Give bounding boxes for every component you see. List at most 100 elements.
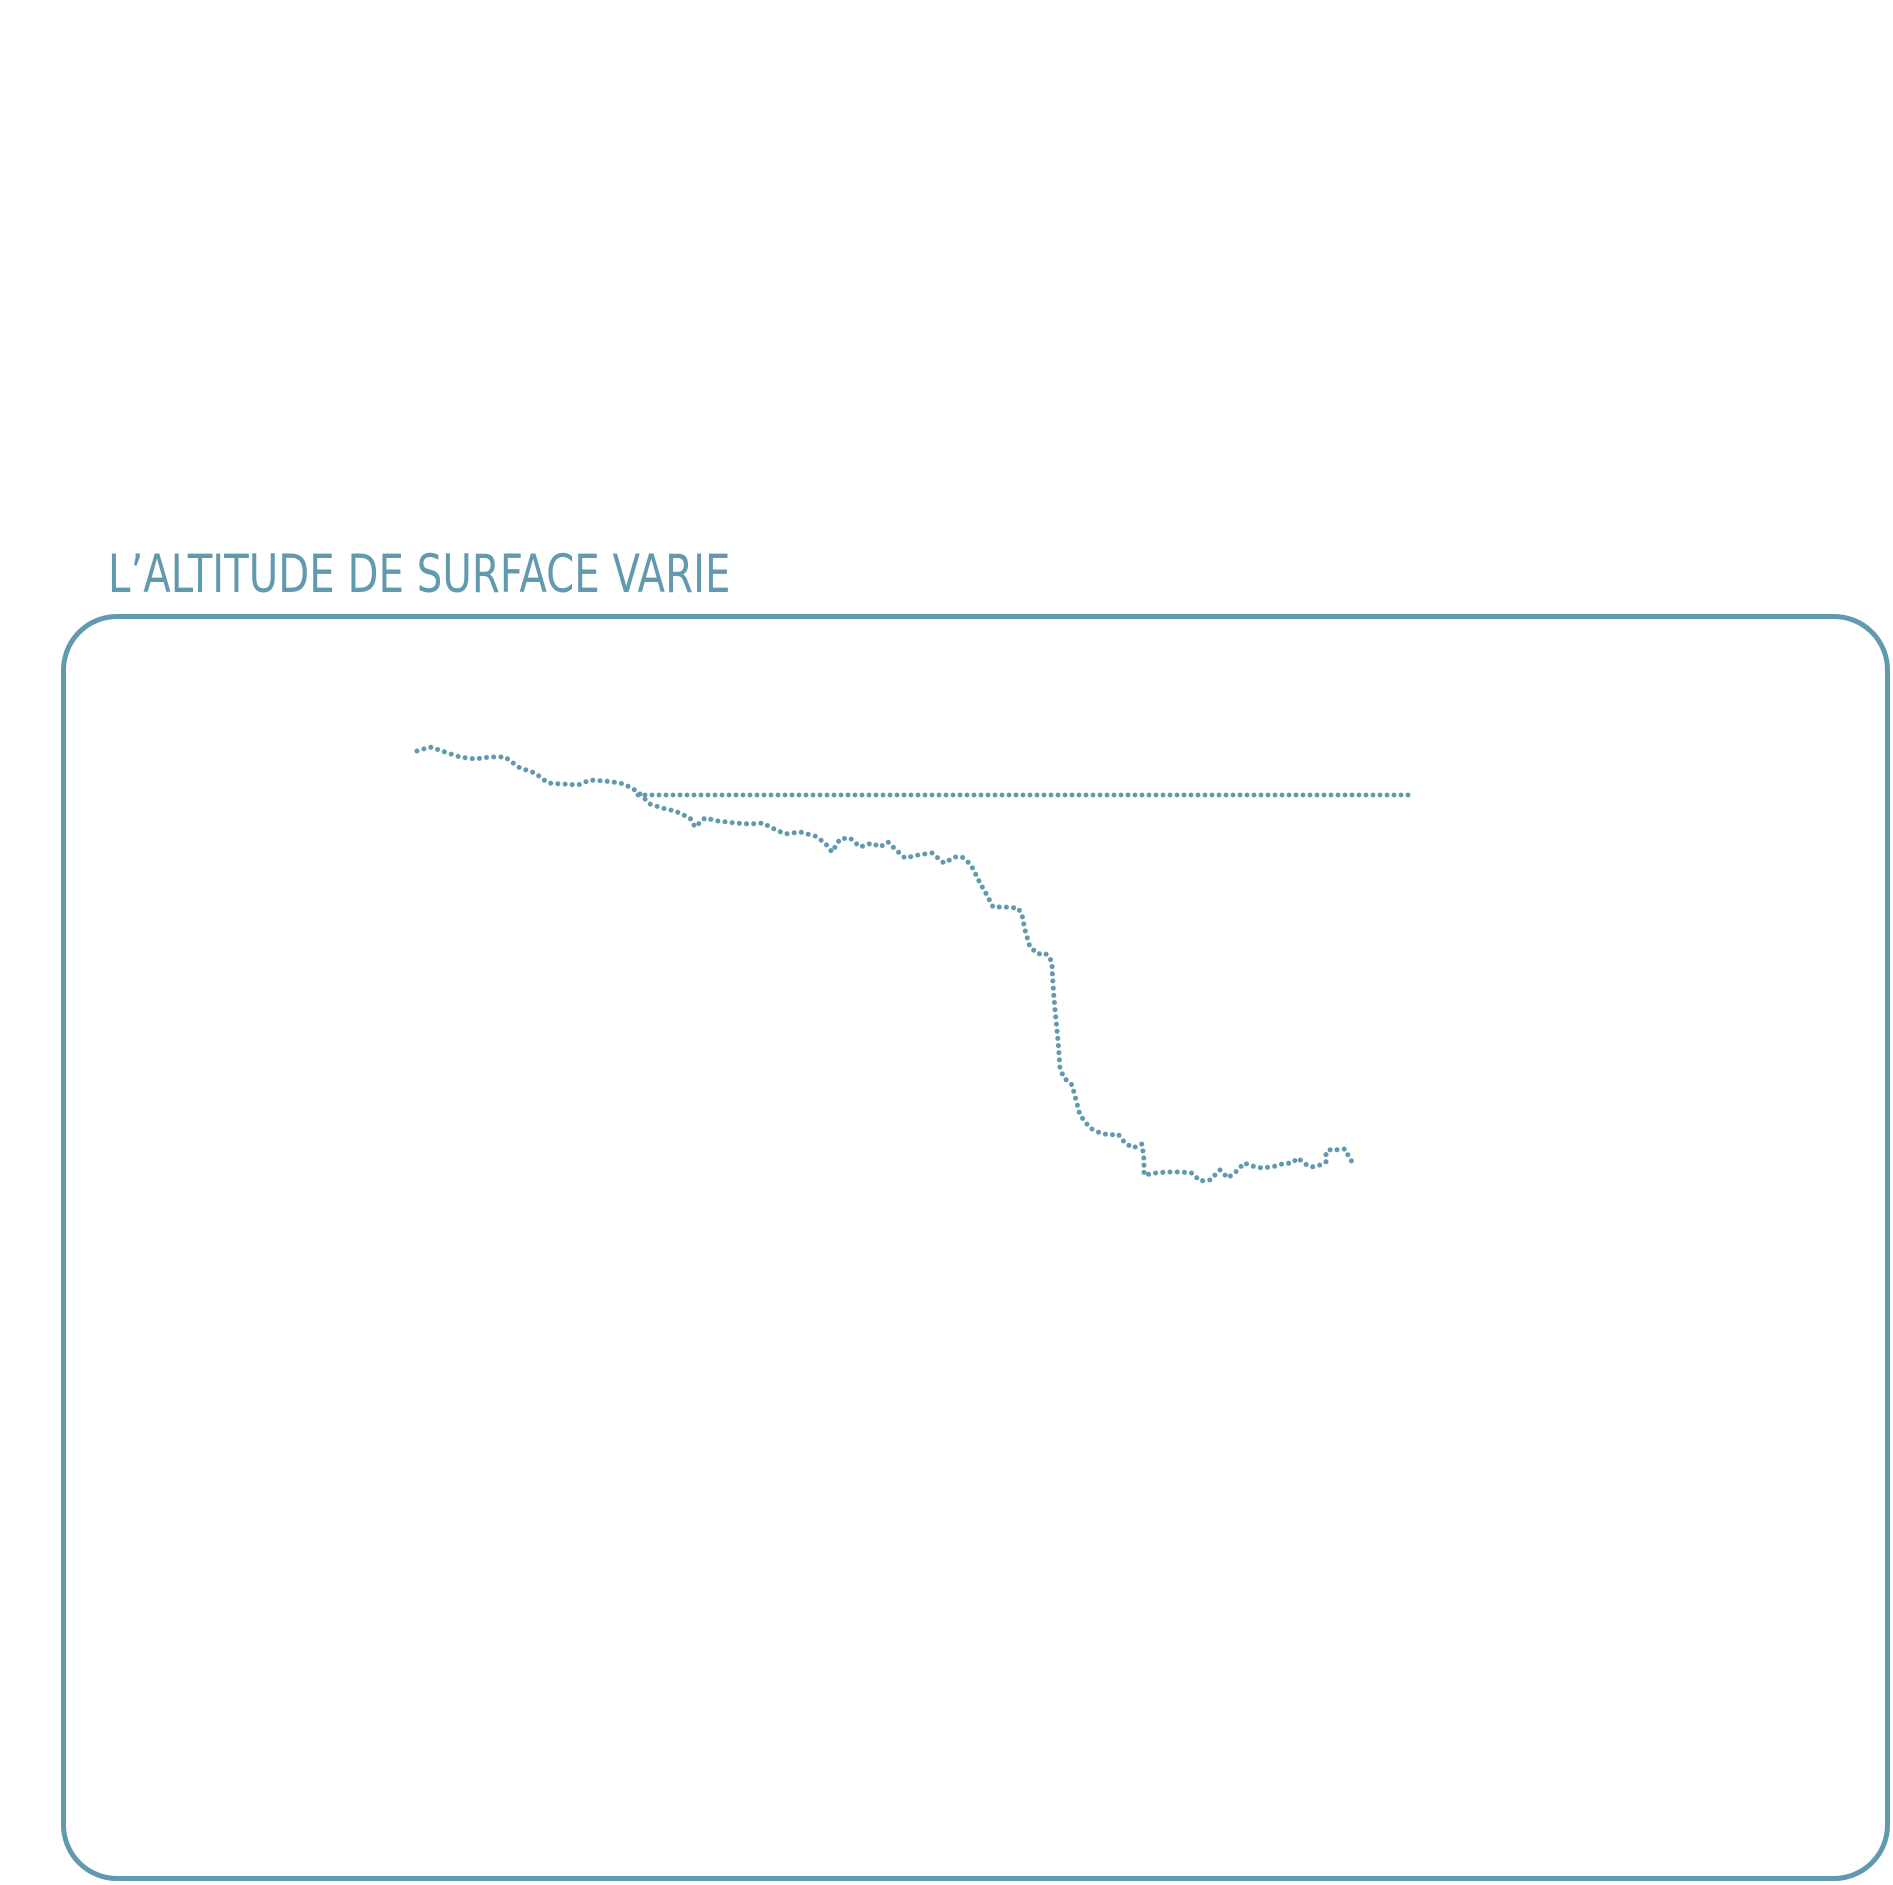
profile-dot: [696, 821, 702, 827]
profile-dot: [744, 821, 749, 827]
profile-dot: [536, 773, 542, 779]
profile-dot: [896, 849, 902, 855]
profile-dot: [1327, 1147, 1333, 1153]
reference-dot: [782, 792, 788, 798]
profile-dot: [1200, 1178, 1206, 1184]
profile-dot: [1222, 1172, 1228, 1178]
profile-dot: [1207, 1177, 1213, 1183]
reference-dot: [1146, 792, 1152, 798]
reference-dot: [754, 792, 760, 798]
profile-dot: [715, 818, 721, 824]
profile-dot: [1055, 1043, 1061, 1049]
profile-dot: [1022, 928, 1028, 934]
profile-dot: [498, 754, 504, 760]
profile-dot: [1189, 1170, 1194, 1176]
profile-dot: [960, 855, 966, 860]
reference-dot: [719, 792, 725, 798]
profile-dot: [818, 837, 824, 843]
profile-dot: [625, 783, 631, 789]
surface-altitude-profile: [414, 744, 1354, 1184]
reference-dot: [1153, 792, 1159, 798]
profile-dot: [953, 854, 959, 860]
profile-dot: [860, 843, 865, 849]
profile-dot: [1076, 1109, 1082, 1115]
profile-dot: [791, 830, 797, 836]
profile-dot: [1141, 1162, 1147, 1168]
profile-dot: [1174, 1169, 1180, 1175]
profile-dot: [1031, 947, 1037, 953]
profile-dot: [885, 839, 891, 845]
profile-dot: [441, 749, 447, 755]
profile-dot: [1024, 935, 1030, 941]
reference-level-line: [635, 792, 1411, 798]
profile-dot: [1146, 1171, 1151, 1177]
reference-dot: [677, 792, 683, 798]
profile-dot: [946, 857, 952, 863]
profile-dot: [1043, 951, 1049, 957]
reference-dot: [873, 792, 879, 798]
reference-dot: [1160, 792, 1166, 798]
profile-dot: [484, 755, 489, 760]
profile-dot: [729, 820, 735, 826]
profile-dot: [983, 890, 989, 896]
profile-dot: [505, 756, 510, 762]
reference-dot: [1258, 792, 1264, 798]
profile-dot: [516, 764, 522, 770]
profile-dot: [1080, 1115, 1086, 1121]
profile-dot: [476, 755, 482, 761]
reference-dot: [929, 792, 935, 798]
reference-dot: [1041, 792, 1047, 798]
profile-dot: [1016, 907, 1022, 913]
profile-dot: [654, 803, 660, 809]
reference-dot: [740, 792, 746, 798]
reference-dot: [1167, 792, 1173, 798]
profile-dot: [929, 850, 935, 856]
profile-dot: [604, 778, 610, 784]
reference-dot: [1349, 792, 1355, 798]
reference-dot: [1216, 792, 1222, 798]
reference-dot: [1027, 792, 1033, 798]
reference-dot: [845, 792, 851, 798]
reference-dot: [1244, 792, 1250, 798]
profile-dot: [435, 747, 441, 752]
profile-dot: [842, 836, 847, 841]
profile-dot: [1279, 1161, 1284, 1167]
profile-dot: [965, 859, 971, 865]
reference-dot: [950, 792, 956, 798]
reference-dot: [1335, 792, 1341, 798]
reference-dot: [1202, 792, 1208, 798]
profile-dot: [428, 744, 434, 750]
reference-dot: [803, 792, 809, 798]
reference-dot: [768, 792, 774, 798]
profile-dot: [1084, 1121, 1090, 1127]
profile-dot: [1057, 1064, 1063, 1070]
profile-dot: [455, 753, 461, 759]
reference-dot: [1132, 792, 1138, 798]
profile-dot: [1074, 1102, 1080, 1108]
profile-dot: [1056, 1050, 1062, 1056]
profile-dot: [576, 782, 582, 787]
profile-dot: [1102, 1131, 1108, 1137]
profile-dot: [1132, 1144, 1138, 1150]
profile-dot: [1053, 1014, 1059, 1020]
profile-dot: [491, 754, 497, 760]
profile-dot: [1003, 904, 1009, 910]
reference-dot: [670, 792, 676, 798]
reference-dot: [1118, 792, 1124, 798]
profile-dot: [590, 777, 596, 783]
profile-dot: [1089, 1126, 1095, 1132]
profile-dot: [462, 755, 468, 761]
profile-dot: [1265, 1164, 1270, 1170]
reference-dot: [663, 792, 669, 798]
reference-dot: [1300, 792, 1306, 798]
profile-dot: [688, 816, 693, 822]
profile-dot: [798, 829, 804, 835]
profile-dot: [736, 820, 742, 826]
reference-dot: [1272, 792, 1278, 798]
profile-dot: [777, 829, 783, 835]
diagram-title: L’ALTITUDE DE SURFACE VARIE: [108, 544, 731, 605]
profile-dot: [771, 826, 777, 832]
reference-dot: [936, 792, 942, 798]
profile-dot: [1050, 985, 1056, 991]
reference-dot: [1384, 792, 1390, 798]
